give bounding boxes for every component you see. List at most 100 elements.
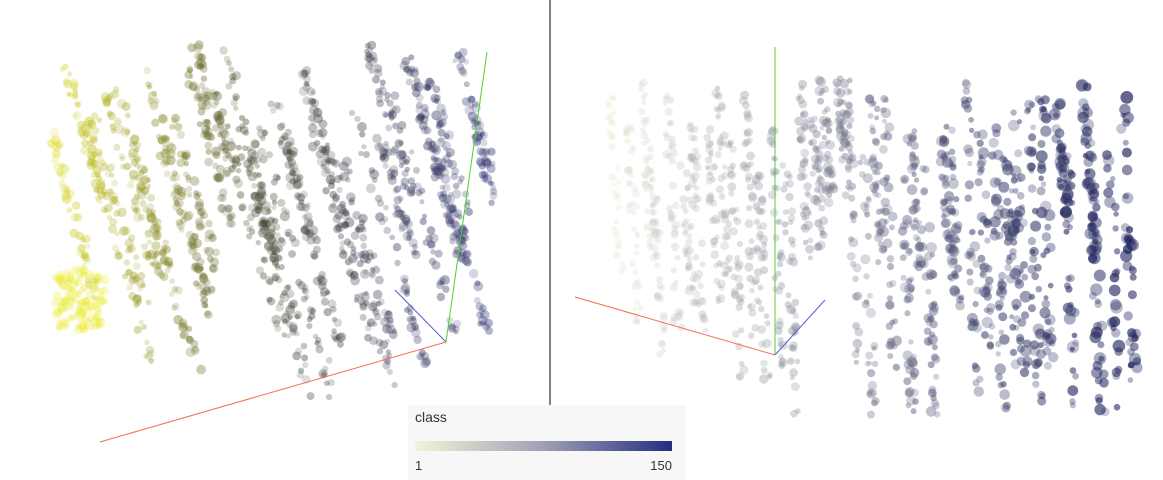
point xyxy=(1032,323,1045,335)
point xyxy=(988,137,999,148)
point xyxy=(109,218,118,227)
point xyxy=(444,130,455,141)
point xyxy=(684,251,692,258)
point xyxy=(1029,148,1036,156)
point xyxy=(928,385,937,394)
point xyxy=(643,158,650,165)
point xyxy=(136,187,143,194)
point xyxy=(380,148,390,159)
point xyxy=(785,179,795,188)
point xyxy=(875,169,881,176)
point xyxy=(705,193,715,203)
point xyxy=(343,210,350,217)
point xyxy=(940,199,948,207)
point xyxy=(438,277,446,285)
point xyxy=(229,72,237,81)
point xyxy=(699,261,706,268)
point xyxy=(284,209,291,215)
point xyxy=(821,109,828,115)
point xyxy=(263,224,270,231)
point xyxy=(778,358,788,368)
point xyxy=(607,142,615,150)
point xyxy=(796,136,804,143)
point xyxy=(961,78,970,87)
point xyxy=(1041,232,1052,242)
point xyxy=(265,217,275,227)
point xyxy=(331,328,337,334)
point xyxy=(925,242,937,254)
point xyxy=(644,116,651,123)
point xyxy=(200,130,209,139)
point xyxy=(751,276,761,285)
point xyxy=(173,184,183,195)
point xyxy=(904,283,915,294)
point xyxy=(720,140,727,147)
point xyxy=(364,257,371,264)
point xyxy=(122,273,128,280)
point xyxy=(1121,147,1132,158)
point xyxy=(757,284,764,291)
point xyxy=(741,140,749,148)
point xyxy=(942,229,952,240)
point xyxy=(368,68,375,74)
point xyxy=(338,250,348,259)
point xyxy=(95,295,106,306)
point xyxy=(200,296,209,305)
point xyxy=(257,147,267,157)
point xyxy=(814,179,823,188)
point xyxy=(1084,177,1096,190)
point xyxy=(818,183,824,189)
point xyxy=(1023,145,1034,156)
point xyxy=(149,212,156,218)
point xyxy=(717,146,723,152)
point xyxy=(839,109,847,117)
point xyxy=(682,230,688,237)
point xyxy=(818,115,829,126)
point xyxy=(1014,217,1021,223)
point xyxy=(139,200,147,208)
point xyxy=(481,171,489,179)
point xyxy=(162,156,171,165)
point xyxy=(82,129,91,137)
point xyxy=(229,77,237,85)
point xyxy=(445,216,454,225)
point xyxy=(809,170,816,177)
point xyxy=(177,191,187,200)
point xyxy=(392,187,399,194)
point xyxy=(1051,102,1061,112)
point xyxy=(386,368,393,375)
point xyxy=(482,323,490,331)
point xyxy=(657,340,666,349)
point xyxy=(1062,155,1068,161)
point xyxy=(1081,103,1090,112)
point xyxy=(889,280,897,287)
point xyxy=(869,182,880,193)
point xyxy=(811,115,818,123)
point xyxy=(194,60,203,70)
point xyxy=(255,240,261,246)
point xyxy=(178,318,188,328)
point xyxy=(282,145,292,155)
point xyxy=(75,307,86,318)
point xyxy=(232,175,241,184)
point xyxy=(189,242,197,250)
point xyxy=(403,288,411,295)
point xyxy=(970,228,976,235)
point xyxy=(256,189,267,199)
point xyxy=(415,189,423,197)
point xyxy=(631,185,639,193)
point xyxy=(168,261,173,267)
point xyxy=(383,226,392,235)
point xyxy=(784,301,792,309)
point xyxy=(431,260,441,270)
point xyxy=(228,165,236,173)
point xyxy=(451,167,460,176)
point xyxy=(55,324,63,332)
point xyxy=(667,211,676,220)
point xyxy=(267,100,275,108)
point xyxy=(734,254,741,261)
point xyxy=(1096,320,1108,332)
point xyxy=(875,231,882,238)
point xyxy=(406,69,414,77)
point xyxy=(1065,305,1077,317)
